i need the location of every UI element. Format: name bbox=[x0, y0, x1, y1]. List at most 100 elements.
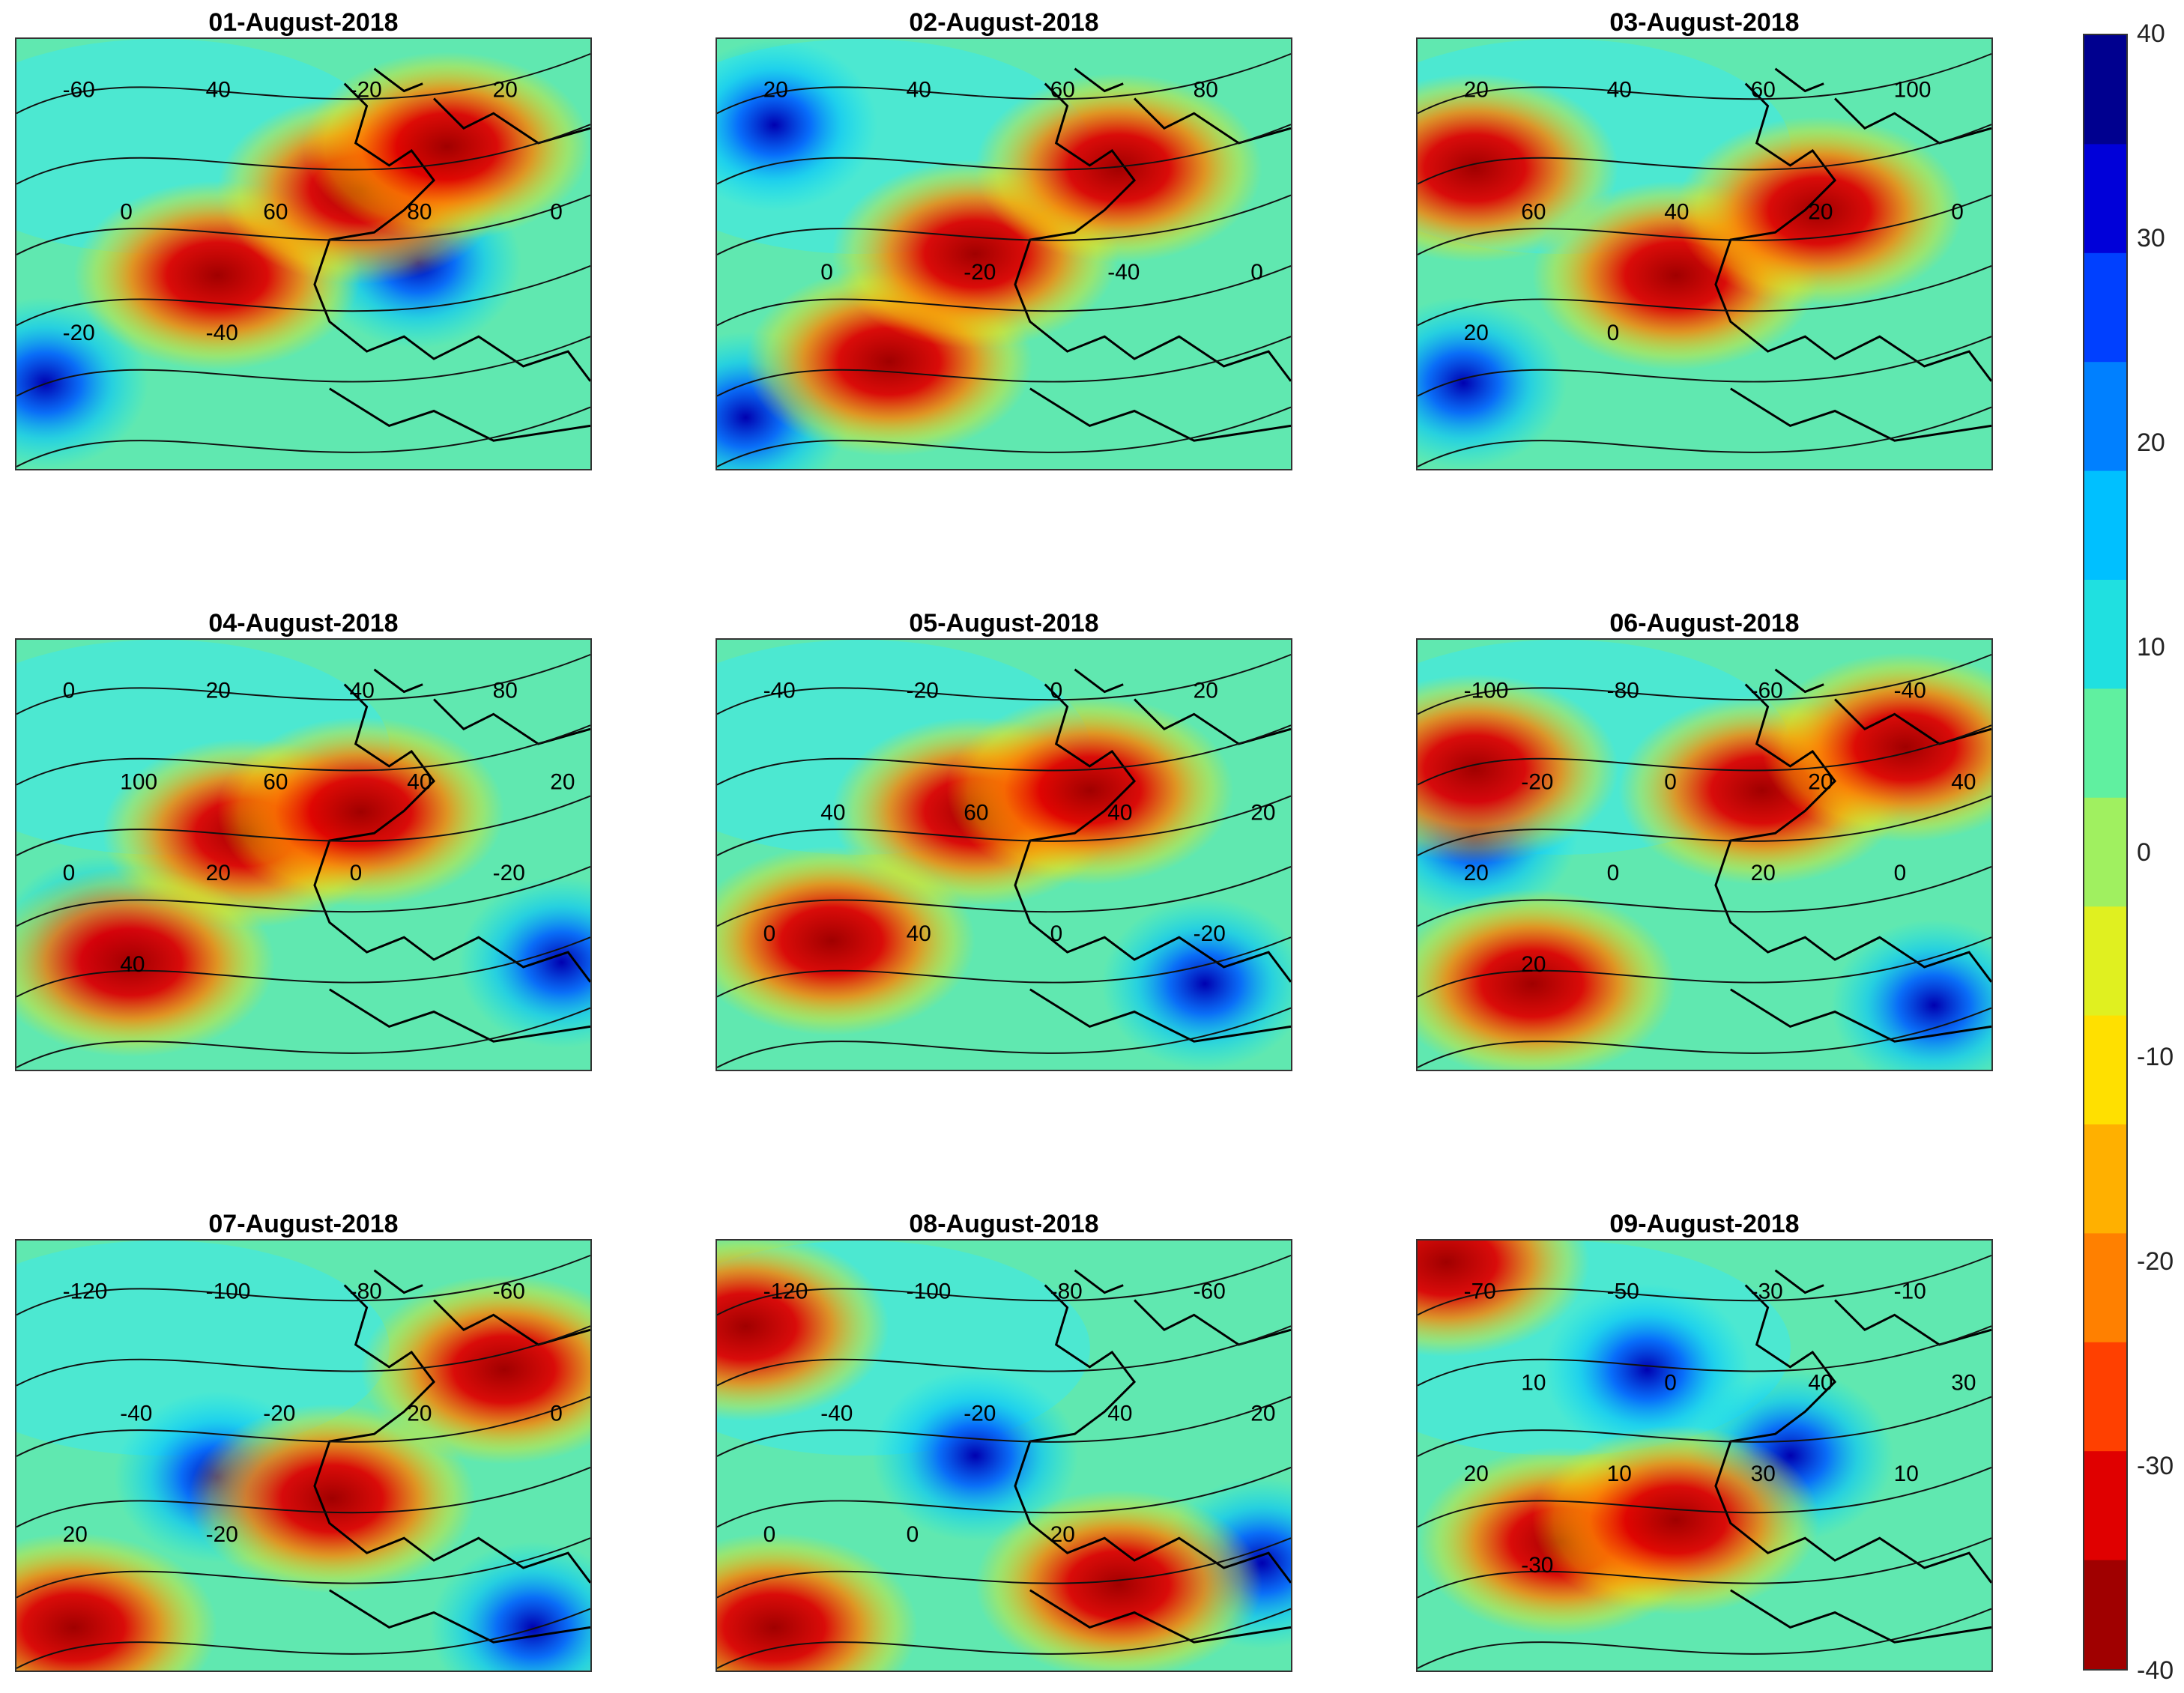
contour-line bbox=[16, 406, 590, 467]
contour-label: 40 bbox=[820, 800, 845, 825]
contour-label: 30 bbox=[1951, 1371, 1976, 1396]
contour-line bbox=[16, 724, 590, 786]
positive-anomaly-blob bbox=[717, 1241, 889, 1422]
contour-line bbox=[1418, 653, 1991, 715]
contour-label: -60 bbox=[1194, 1279, 1226, 1303]
contour-line bbox=[1418, 1254, 1991, 1316]
contour-line bbox=[1418, 865, 1991, 927]
colorbar-segment bbox=[2084, 1233, 2126, 1343]
contour-label: 0 bbox=[763, 921, 776, 946]
contour-label: 40 bbox=[1107, 1401, 1132, 1426]
colorbar-segment bbox=[2084, 35, 2126, 145]
positive-anomaly-blob bbox=[1675, 116, 1963, 306]
contour-line bbox=[16, 194, 590, 255]
contour-label: 60 bbox=[1751, 77, 1776, 102]
contour-line bbox=[1418, 1608, 1991, 1669]
contour-label: 40 bbox=[1664, 199, 1689, 224]
contour-label: -40 bbox=[1107, 260, 1140, 285]
contour-label: 80 bbox=[1194, 77, 1218, 102]
contour-label: 40 bbox=[120, 952, 145, 977]
contour-label: 0 bbox=[1250, 260, 1263, 285]
contour-label: 10 bbox=[1607, 1462, 1632, 1486]
contour-label: 60 bbox=[1050, 77, 1075, 102]
contour-label: 20 bbox=[1250, 800, 1275, 825]
contour-label: -60 bbox=[493, 1279, 525, 1303]
contour-line bbox=[717, 336, 1291, 397]
panel-title: 03-August-2018 bbox=[1609, 8, 1800, 37]
contour-label: 40 bbox=[1107, 800, 1132, 825]
contour-line bbox=[16, 1466, 590, 1528]
contour-label: 20 bbox=[1521, 952, 1546, 977]
coastline bbox=[1714, 1269, 1991, 1644]
contour-line bbox=[16, 264, 590, 327]
contour-line bbox=[16, 1325, 590, 1387]
contour-label: 0 bbox=[550, 199, 563, 224]
contour-label: 20 bbox=[763, 77, 788, 102]
contour-label: 20 bbox=[1808, 770, 1833, 795]
contour-label: -30 bbox=[1751, 1279, 1783, 1303]
contour-label: -50 bbox=[1607, 1279, 1639, 1303]
contour-label: 20 bbox=[550, 770, 575, 795]
anomaly-field: -120 -100 -80 -60 -40 -20 40 20 0 0 20 bbox=[717, 1241, 1291, 1671]
contour-label: 80 bbox=[493, 678, 518, 703]
cyan-band bbox=[16, 1241, 390, 1456]
contour-label: 100 bbox=[120, 770, 157, 795]
contour-line bbox=[1418, 52, 1991, 115]
contour-line bbox=[16, 124, 590, 185]
contour-label: 40 bbox=[407, 770, 432, 795]
contour-label: -120 bbox=[63, 1279, 108, 1303]
contour-label: -10 bbox=[1894, 1279, 1926, 1303]
contour-label: 80 bbox=[407, 199, 432, 224]
contour-line bbox=[1418, 1396, 1991, 1457]
anomaly-field: 20 40 60 80 0 -20 -40 0 bbox=[717, 39, 1291, 469]
contour-label: -20 bbox=[907, 678, 939, 703]
contour-label: -20 bbox=[263, 1401, 295, 1426]
contour-line bbox=[16, 1608, 590, 1669]
contour-line bbox=[16, 936, 590, 998]
positive-anomaly-blob bbox=[717, 1533, 919, 1671]
contour-label: -80 bbox=[1607, 678, 1639, 703]
contour-label: 20 bbox=[407, 1401, 432, 1426]
colorbar-segment bbox=[2084, 144, 2126, 254]
contour-label: 20 bbox=[1050, 1522, 1075, 1547]
contour-line bbox=[717, 1608, 1291, 1669]
contour-label: -20 bbox=[964, 260, 996, 285]
contour-label: 10 bbox=[1894, 1462, 1919, 1486]
contour-line bbox=[717, 865, 1291, 927]
contour-line bbox=[16, 1537, 590, 1599]
contour-label: -20 bbox=[63, 321, 95, 345]
contour-line bbox=[1418, 264, 1991, 327]
contour-label: 20 bbox=[493, 77, 518, 102]
positive-anomaly-blob bbox=[188, 1404, 476, 1593]
map-frame: 0 20 40 80 100 60 40 20 0 20 0 -20 40 bbox=[15, 638, 592, 1071]
map-frame: -100 -80 -60 -40 -20 0 20 40 20 0 20 0 20 bbox=[1416, 638, 1993, 1071]
contour-line bbox=[16, 1007, 590, 1068]
negative-anomaly-blob bbox=[458, 876, 590, 1049]
contour-label: -60 bbox=[1751, 678, 1783, 703]
contour-line bbox=[1418, 795, 1991, 856]
panel-title: 05-August-2018 bbox=[909, 609, 1099, 637]
contour-label: 60 bbox=[964, 800, 988, 825]
colorbar-segment bbox=[2084, 797, 2126, 908]
contour-label: 0 bbox=[1607, 861, 1620, 885]
positive-anomaly-blob bbox=[1418, 888, 1676, 1070]
contour-label: 20 bbox=[1464, 1462, 1489, 1486]
contour-line bbox=[1418, 406, 1991, 467]
negative-anomaly-blob bbox=[1543, 1283, 1751, 1456]
contour-label: 0 bbox=[1664, 1371, 1677, 1396]
negative-anomaly-blob bbox=[1101, 897, 1291, 1070]
positive-anomaly-blob bbox=[1418, 673, 1619, 864]
contour-label: -30 bbox=[1521, 1553, 1553, 1578]
contour-label: 40 bbox=[907, 77, 931, 102]
contour-label: -40 bbox=[120, 1401, 152, 1426]
positive-anomaly-blob bbox=[946, 695, 1234, 885]
contour-label: 60 bbox=[263, 770, 288, 795]
contour-line bbox=[717, 653, 1291, 715]
colorbar-tick-label: 10 bbox=[2137, 633, 2165, 662]
contour-label: -40 bbox=[206, 321, 238, 345]
contour-label: -20 bbox=[964, 1401, 996, 1426]
colorbar-tick-label: -10 bbox=[2137, 1042, 2174, 1071]
contour-label: 0 bbox=[350, 861, 363, 885]
contour-label: 0 bbox=[120, 199, 133, 224]
map-frame: -40 -20 0 20 40 60 40 20 0 40 0 -20 bbox=[716, 638, 1292, 1071]
